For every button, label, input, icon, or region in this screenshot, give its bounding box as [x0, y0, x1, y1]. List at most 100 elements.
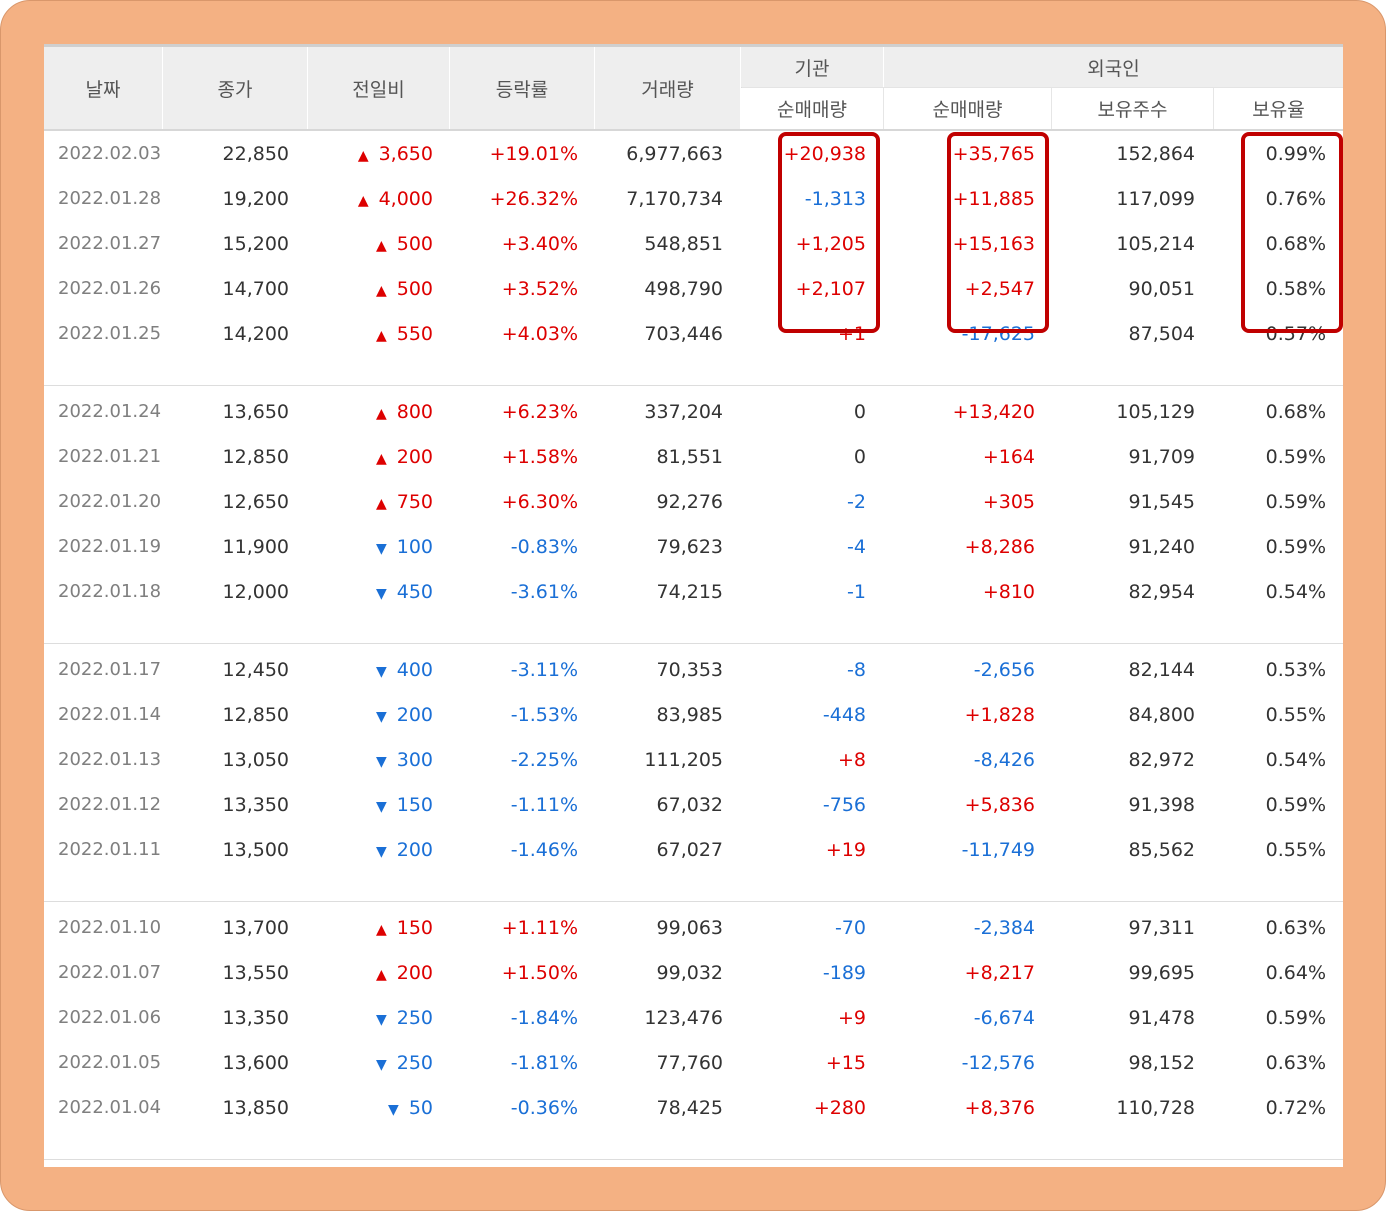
cell-inst-net: +9 [837, 1007, 866, 1029]
cell-change: ▼ 250 [376, 1003, 433, 1033]
cell-foreign-shares: 117,099 [1116, 188, 1195, 210]
cell-foreign-ratio: 0.53% [1265, 659, 1326, 681]
triangle-up-icon: ▲ [375, 328, 387, 344]
header-foreign-shares: 보유주수 [1052, 88, 1213, 129]
cell-change: ▲ 500 [376, 274, 433, 304]
header-inst-net: 순매매량 [741, 88, 883, 129]
cell-change: ▲ 4,000 [358, 184, 433, 214]
header-rate: 등락률 [450, 47, 594, 129]
cell-inst-net: -2 [847, 491, 866, 513]
cell-rate: +3.40% [501, 233, 578, 255]
cell-volume: 111,205 [644, 749, 723, 771]
cell-foreign-net: +2,547 [964, 278, 1035, 300]
header-change: 전일비 [308, 47, 449, 129]
cell-close: 14,200 [222, 323, 289, 345]
cell-close: 13,500 [222, 839, 289, 861]
highlight-box-foreign-ratio [1241, 132, 1343, 333]
cell-change: ▼ 400 [376, 655, 433, 685]
header-close: 종가 [163, 47, 307, 129]
change-value: 200 [396, 839, 433, 861]
cell-change: ▼ 50 [388, 1093, 433, 1123]
cell-change: ▲ 150 [376, 913, 433, 943]
cell-foreign-ratio: 0.63% [1265, 917, 1326, 939]
cell-date: 2022.01.13 [58, 749, 162, 770]
change-value: 200 [396, 446, 433, 468]
change-value: 150 [396, 794, 433, 816]
cell-foreign-shares: 152,864 [1116, 143, 1195, 165]
header-divider-left [741, 87, 742, 88]
cell-date: 2022.01.27 [58, 233, 162, 254]
triangle-up-icon: ▲ [375, 451, 387, 467]
cell-rate: +6.30% [501, 491, 578, 513]
cell-date: 2022.01.25 [58, 323, 162, 344]
cell-foreign-shares: 105,129 [1116, 401, 1195, 423]
cell-change: ▼ 300 [376, 745, 433, 775]
cell-foreign-ratio: 0.54% [1265, 749, 1326, 771]
change-value: 450 [396, 581, 433, 603]
cell-close: 13,050 [222, 749, 289, 771]
cell-date: 2022.01.26 [58, 278, 162, 299]
cell-foreign-net: +8,286 [964, 536, 1035, 558]
triangle-up-icon: ▲ [357, 148, 369, 164]
change-value: 200 [396, 962, 433, 984]
cell-close: 14,700 [222, 278, 289, 300]
cell-close: 12,850 [222, 446, 289, 468]
cell-volume: 74,215 [656, 581, 723, 603]
cell-foreign-ratio: 0.55% [1265, 704, 1326, 726]
cell-inst-net: +20,938 [783, 143, 866, 165]
cell-close: 12,000 [222, 581, 289, 603]
change-value: 550 [396, 323, 433, 345]
cell-date: 2022.01.24 [58, 401, 162, 422]
cell-inst-net: +8 [837, 749, 866, 771]
cell-rate: -3.11% [510, 659, 578, 681]
cell-foreign-net: -11,749 [961, 839, 1035, 861]
header-date: 날짜 [44, 47, 162, 129]
cell-inst-net: -1,313 [804, 188, 866, 210]
cell-close: 12,850 [222, 704, 289, 726]
cell-foreign-shares: 84,800 [1128, 704, 1195, 726]
cell-close: 11,900 [222, 536, 289, 558]
cell-foreign-net: -6,674 [973, 1007, 1035, 1029]
cell-close: 12,450 [222, 659, 289, 681]
cell-inst-net: -70 [834, 917, 866, 939]
triangle-up-icon: ▲ [375, 283, 387, 299]
triangle-up-icon: ▲ [375, 406, 387, 422]
cell-date: 2022.01.12 [58, 794, 162, 815]
triangle-down-icon: ▼ [375, 541, 387, 557]
cell-foreign-ratio: 0.59% [1265, 1007, 1326, 1029]
cell-volume: 67,032 [656, 794, 723, 816]
cell-date: 2022.01.17 [58, 659, 162, 680]
cell-change: ▲ 800 [376, 397, 433, 427]
cell-date: 2022.01.28 [58, 188, 162, 209]
stock-table-panel: 날짜 종가 전일비 등락률 거래량 기관 외국인 순매매량 순매매량 보유주수 … [44, 44, 1343, 1167]
cell-change: ▼ 450 [376, 577, 433, 607]
cell-foreign-ratio: 0.54% [1265, 581, 1326, 603]
cell-rate: +26.32% [489, 188, 578, 210]
cell-rate: +19.01% [489, 143, 578, 165]
cell-foreign-net: +164 [982, 446, 1035, 468]
cell-foreign-shares: 99,695 [1128, 962, 1195, 984]
cell-inst-net: -1 [847, 581, 866, 603]
cell-foreign-net: -17,625 [961, 323, 1035, 345]
cell-change: ▲ 200 [376, 442, 433, 472]
change-value: 150 [396, 917, 433, 939]
cell-volume: 7,170,734 [626, 188, 723, 210]
cell-foreign-net: -8,426 [973, 749, 1035, 771]
cell-volume: 77,760 [656, 1052, 723, 1074]
triangle-up-icon: ▲ [357, 193, 369, 209]
header-foreign-net: 순매매량 [884, 88, 1051, 129]
cell-rate: +3.52% [501, 278, 578, 300]
cell-foreign-ratio: 0.76% [1265, 188, 1326, 210]
cell-change: ▲ 200 [376, 958, 433, 988]
triangle-down-icon: ▼ [375, 1012, 387, 1028]
cell-volume: 99,063 [656, 917, 723, 939]
cell-inst-net: +2,107 [795, 278, 866, 300]
cell-date: 2022.01.21 [58, 446, 162, 467]
triangle-down-icon: ▼ [375, 799, 387, 815]
cell-foreign-ratio: 0.58% [1265, 278, 1326, 300]
cell-date: 2022.01.04 [58, 1097, 162, 1118]
cell-foreign-net: +8,217 [964, 962, 1035, 984]
cell-close: 13,850 [222, 1097, 289, 1119]
triangle-up-icon: ▲ [375, 922, 387, 938]
group-separator [44, 901, 1343, 902]
